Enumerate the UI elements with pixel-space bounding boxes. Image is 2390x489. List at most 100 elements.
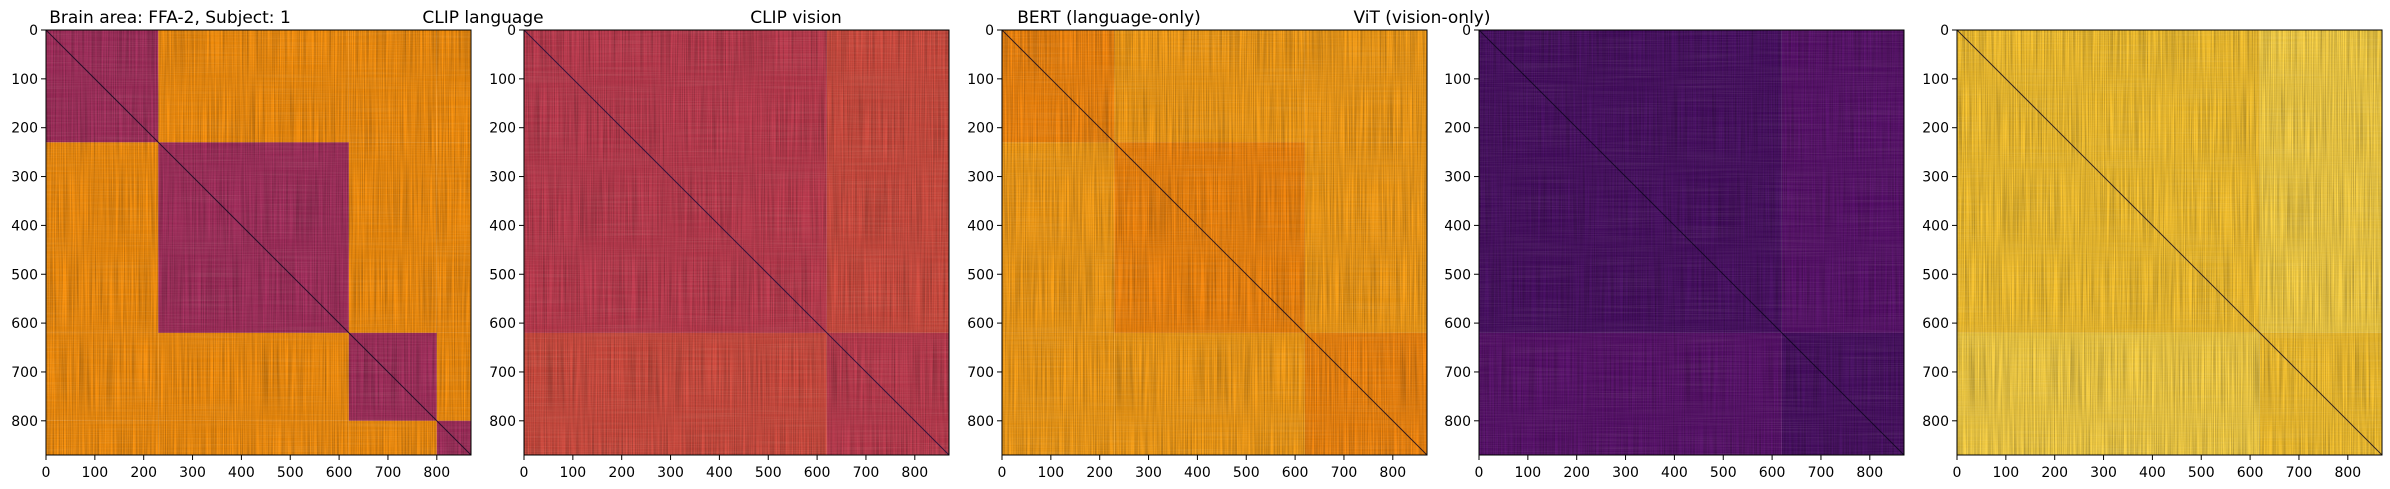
- y-tick-label: 300: [11, 170, 38, 186]
- x-tick-label: 200: [608, 465, 635, 481]
- panel-3: CLIP vision 0 100 200 300 400 500 600 700 800 0 10…: [750, 8, 1428, 481]
- x-tick-label: 500: [1710, 465, 1737, 481]
- heatmap: 0 100 200 300 400 500 600 700 800 0 100 200 300 400 50…: [1922, 23, 2383, 481]
- y-tick-label: 600: [1444, 316, 1471, 332]
- x-tick-label: 800: [1856, 465, 1883, 481]
- x-tick-label: 0: [42, 465, 51, 481]
- x-tick-label: 0: [998, 465, 1007, 481]
- x-tick-label: 0: [520, 465, 529, 481]
- y-tick-label: 800: [489, 414, 516, 430]
- y-tick-label: 500: [489, 267, 516, 283]
- x-tick-label: 100: [559, 465, 586, 481]
- y-tick-label: 800: [11, 414, 38, 430]
- x-tick-label: 200: [2041, 465, 2068, 481]
- y-tick-label: 100: [1922, 72, 1949, 88]
- y-tick-label: 300: [967, 170, 994, 186]
- x-tick-label: 300: [179, 465, 206, 481]
- matrix-diagonal: [1956, 29, 2383, 456]
- y-tick-label: 100: [489, 72, 516, 88]
- x-tick-label: 700: [1331, 465, 1358, 481]
- panel-title: Brain area: FFA-2, Subject: 1: [49, 8, 291, 28]
- x-tick-label: 0: [1953, 465, 1962, 481]
- x-tick-label: 200: [1086, 465, 1113, 481]
- y-tick-label: 100: [11, 72, 38, 88]
- y-tick-label: 0: [1940, 23, 1949, 39]
- x-tick-label: 700: [2286, 465, 2313, 481]
- matrix-diagonal: [523, 29, 950, 456]
- y-tick-label: 300: [1444, 170, 1471, 186]
- x-tick-label: 400: [1661, 465, 1688, 481]
- y-tick-label: 100: [967, 72, 994, 88]
- x-tick-label: 200: [1563, 465, 1590, 481]
- x-tick-label: 400: [706, 465, 733, 481]
- y-tick-label: 400: [11, 218, 38, 234]
- y-tick-label: 600: [1922, 316, 1949, 332]
- x-tick-label: 400: [228, 465, 255, 481]
- y-tick-label: 400: [1922, 218, 1949, 234]
- y-tick-label: 700: [489, 365, 516, 381]
- x-tick-label: 800: [423, 465, 450, 481]
- x-tick-label: 300: [657, 465, 684, 481]
- y-tick-label: 600: [11, 316, 38, 332]
- y-tick-label: 0: [985, 23, 994, 39]
- x-tick-label: 600: [326, 465, 353, 481]
- x-tick-label: 400: [2139, 465, 2166, 481]
- heatmap: 0 100 200 300 400 500 600 700 800 0 100 200 300 400 50…: [11, 23, 472, 481]
- y-tick-label: 400: [1444, 218, 1471, 234]
- y-tick-label: 500: [967, 267, 994, 283]
- panel-title: CLIP language: [422, 8, 543, 28]
- panel-5: ViT (vision-only) 0 100 200 300 400 500 600 700…: [1354, 8, 2383, 481]
- x-tick-label: 700: [853, 465, 880, 481]
- axes-frame: [1956, 29, 2383, 456]
- y-tick-label: 0: [507, 23, 516, 39]
- panel-1: Brain area: FFA-2, Subject: 1 0 100 200 300…: [11, 8, 472, 481]
- x-tick-label: 500: [2188, 465, 2215, 481]
- x-tick-label: 700: [375, 465, 402, 481]
- panel-title: BERT (language-only): [1017, 8, 1201, 28]
- y-tick-label: 200: [1922, 121, 1949, 137]
- y-tick-label: 300: [489, 170, 516, 186]
- x-tick-label: 200: [130, 465, 157, 481]
- y-tick-label: 400: [967, 218, 994, 234]
- x-tick-label: 600: [2237, 465, 2264, 481]
- x-tick-label: 300: [2090, 465, 2117, 481]
- y-tick-label: 200: [489, 121, 516, 137]
- y-tick-label: 500: [11, 267, 38, 283]
- y-tick-label: 200: [11, 121, 38, 137]
- x-tick-label: 500: [277, 465, 304, 481]
- x-tick-label: 800: [901, 465, 928, 481]
- x-tick-label: 800: [1379, 465, 1406, 481]
- matrix-diagonal: [1001, 29, 1428, 456]
- axes-frame: [1001, 29, 1428, 456]
- y-tick-label: 500: [1444, 267, 1471, 283]
- y-tick-label: 600: [967, 316, 994, 332]
- panel-4: BERT (language-only) 0 100 200 300 400 500 600…: [1017, 8, 1905, 481]
- x-tick-label: 100: [1992, 465, 2019, 481]
- y-tick-label: 200: [1444, 121, 1471, 137]
- x-tick-label: 600: [804, 465, 831, 481]
- x-tick-label: 100: [1037, 465, 1064, 481]
- x-tick-label: 0: [1475, 465, 1484, 481]
- panel-title: CLIP vision: [750, 8, 842, 28]
- y-tick-label: 700: [967, 365, 994, 381]
- matrix-diagonal: [45, 29, 472, 456]
- x-tick-label: 500: [755, 465, 782, 481]
- y-tick-label: 800: [1444, 414, 1471, 430]
- x-tick-label: 300: [1612, 465, 1639, 481]
- panel-2: CLIP language 0 100 200 300 400 500 600 700 800 0…: [422, 8, 950, 481]
- x-tick-label: 600: [1282, 465, 1309, 481]
- y-tick-label: 300: [1922, 170, 1949, 186]
- y-tick-label: 0: [29, 23, 38, 39]
- y-tick-label: 100: [1444, 72, 1471, 88]
- matrix-diagonal: [1478, 29, 1905, 456]
- y-tick-label: 500: [1922, 267, 1949, 283]
- y-tick-label: 700: [1444, 365, 1471, 381]
- heatmap: 0 100 200 300 400 500 600 700 800 0 100 200 300 400 50…: [1444, 23, 1905, 481]
- x-tick-label: 300: [1135, 465, 1162, 481]
- heatmap: 0 100 200 300 400 500 600 700 800 0 100 200 300 400 50…: [967, 23, 1428, 481]
- y-tick-label: 200: [967, 121, 994, 137]
- x-tick-label: 600: [1759, 465, 1786, 481]
- x-tick-label: 800: [2334, 465, 2361, 481]
- y-tick-label: 700: [1922, 365, 1949, 381]
- y-tick-label: 800: [967, 414, 994, 430]
